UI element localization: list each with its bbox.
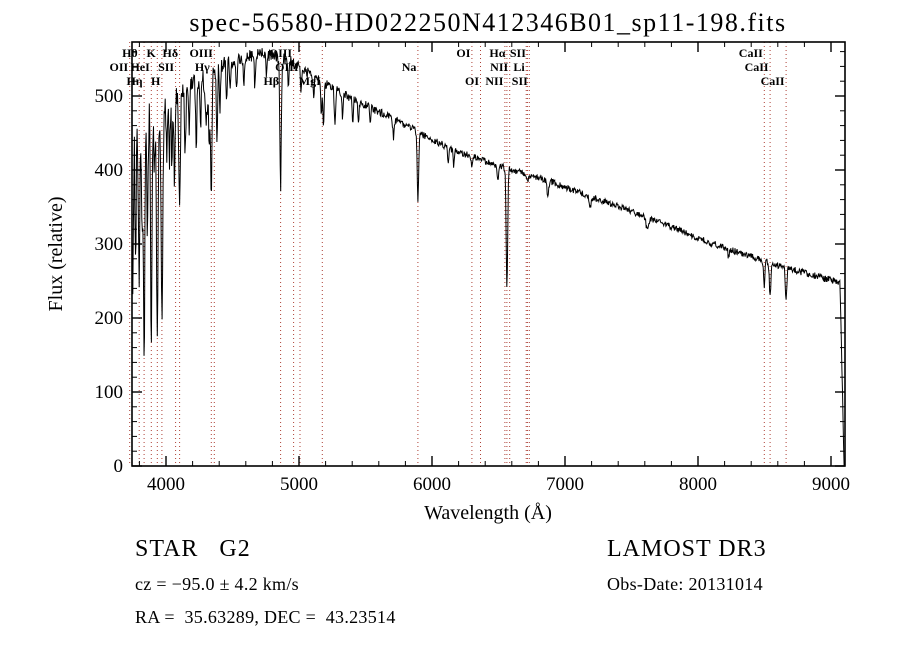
spectral-line-label: CaII [745,60,769,74]
y-axis-label: Flux (relative) [45,197,67,312]
object-type-label: STAR G2 [135,536,251,562]
spectral-line-label: OIII [275,60,299,74]
spectral-line-label: OI [465,74,479,88]
spectral-line-label: Hδ [163,46,179,60]
y-tick-label: 0 [114,456,124,477]
spectral-line-label: HeI [130,60,150,74]
plot-title: spec-56580-HD022250N412346B01_sp11-198.f… [189,8,787,37]
x-tick-label: 5000 [280,474,318,495]
spectral-line-label: OIII [269,46,293,60]
y-tick-label: 400 [95,160,124,181]
spectral-line-label: H [151,74,161,88]
x-tick-label: 9000 [812,474,850,495]
spectral-line-label: Hθ [122,46,138,60]
spectral-line-label: SII [512,74,528,88]
spectral-line-label: Li [513,60,525,74]
spectral-line-label: Hα [489,46,505,60]
obs-date-label: Obs-Date: 20131014 [607,574,763,594]
spectral-line-label: SII [158,60,174,74]
x-axis-label: Wavelength (Å) [424,502,552,524]
spectral-line-label: CaII [739,46,763,60]
spectrum-trace [131,48,845,467]
spectral-line-label: OIII [189,46,213,60]
spectral-line-label: Hγ [195,60,210,74]
spectral-line-label: SII [510,46,526,60]
y-tick-label: 200 [95,308,124,329]
x-tick-label: 6000 [413,474,451,495]
spectral-line-label: Na [402,60,417,74]
x-tick-label: 4000 [147,474,185,495]
coordinates-label: RA = 35.63289, DEC = 43.23514 [135,607,396,627]
spectral-line-label: NII [485,74,503,88]
x-tick-label: 8000 [679,474,717,495]
spectral-line-label: MgI [299,74,321,88]
spectral-line-label: NII [490,60,508,74]
plot-frame [131,41,846,467]
y-tick-label: 300 [95,234,124,255]
radial-velocity-label: cz = −95.0 ± 4.2 km/s [135,574,299,594]
y-tick-label: 500 [95,86,124,107]
x-tick-label: 7000 [546,474,584,495]
survey-label: LAMOST DR3 [607,536,767,562]
spectral-line-label: OII [110,60,129,74]
spectral-line-label: Hβ [263,74,279,88]
spectral-line-label: K [146,46,156,60]
spectral-line-label: Hη [126,74,142,88]
spectral-line-label: CaII [761,74,785,88]
y-tick-label: 100 [95,382,124,403]
spectral-line-label: OI [456,46,470,60]
